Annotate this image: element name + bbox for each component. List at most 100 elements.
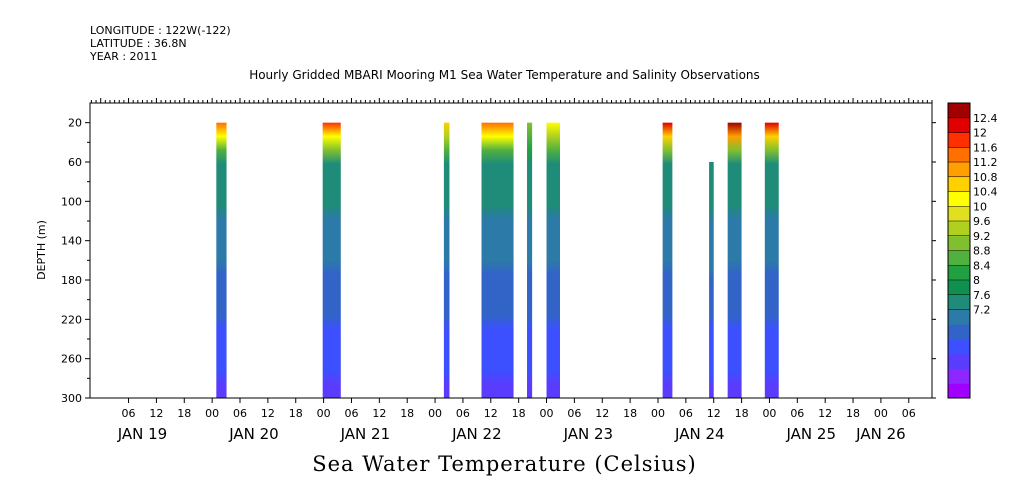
- x-tick-label: 00: [317, 407, 331, 420]
- plot-frame: [89, 102, 933, 399]
- y-tick-label: 60: [68, 156, 82, 169]
- x-tick-label: 00: [428, 407, 442, 420]
- colorbar-label: 7.2: [973, 304, 991, 317]
- y-tick-label: 140: [61, 235, 82, 248]
- x-axis-label: Sea Water Temperature (Celsius): [312, 452, 697, 476]
- y-tick-label: 100: [61, 195, 82, 208]
- longitude-label: LONGITUDE : 122W(-122): [90, 24, 231, 37]
- x-tick-label: 18: [177, 407, 191, 420]
- colorbar-segment: [948, 147, 970, 163]
- x-tick-label: 00: [205, 407, 219, 420]
- data-bars: [216, 122, 779, 399]
- x-tick-label: 12: [595, 407, 609, 420]
- data-bar: [443, 122, 450, 399]
- colorbar-segment: [948, 309, 970, 325]
- chart-title: Hourly Gridded MBARI Mooring M1 Sea Wate…: [249, 68, 760, 82]
- colorbar-segment: [948, 221, 970, 237]
- x-tick-label: 18: [623, 407, 637, 420]
- data-bar: [764, 122, 779, 399]
- latitude-label: LATITUDE : 36.8N: [90, 37, 187, 50]
- colorbar-label: 12.4: [973, 112, 998, 125]
- data-bar: [216, 122, 227, 399]
- x-tick-label: 18: [289, 407, 303, 420]
- colorbar-label: 8.4: [973, 259, 991, 272]
- x-day-label: JAN 24: [674, 425, 725, 443]
- x-tick-label: 06: [902, 407, 916, 420]
- x-day-label: JAN 22: [451, 425, 502, 443]
- colorbar-label: 10.4: [973, 186, 998, 199]
- x-tick-label: 12: [149, 407, 163, 420]
- y-tick-label: 260: [61, 353, 82, 366]
- x-tick-label: 00: [762, 407, 776, 420]
- colorbar-segment: [948, 162, 970, 178]
- colorbar-segment: [948, 294, 970, 310]
- colorbar-segment: [948, 324, 970, 340]
- colorbar-segment: [948, 117, 970, 133]
- x-tick-label: 06: [456, 407, 470, 420]
- x-tick-label: 06: [679, 407, 693, 420]
- x-tick-label: 12: [372, 407, 386, 420]
- x-tick-label: 06: [567, 407, 581, 420]
- x-tick-label: 00: [540, 407, 554, 420]
- colorbar-label: 8.8: [973, 245, 991, 258]
- colorbar-segment: [948, 250, 970, 266]
- colorbar-label: 7.6: [973, 289, 991, 302]
- colorbar-segment: [948, 176, 970, 192]
- data-bar: [727, 122, 742, 399]
- x-tick-label: 00: [651, 407, 665, 420]
- x-tick-label: 18: [735, 407, 749, 420]
- x-tick-label: 18: [400, 407, 414, 420]
- x-day-label: JAN 26: [855, 425, 906, 443]
- colorbar-label: 11.6: [973, 141, 998, 154]
- data-bar: [662, 122, 673, 399]
- x-tick-label: 06: [790, 407, 804, 420]
- x-tick-label: 06: [122, 407, 136, 420]
- colorbar-segment: [948, 339, 970, 355]
- colorbar-label: 10: [973, 200, 987, 213]
- y-tick-label: 180: [61, 274, 82, 287]
- x-tick-label: 12: [818, 407, 832, 420]
- colorbar-segment: [948, 191, 970, 207]
- y-tick-label: 20: [68, 117, 82, 130]
- data-bar: [481, 122, 514, 399]
- y-tick-label: 300: [61, 392, 82, 405]
- colorbar-segment: [948, 368, 970, 384]
- colorbar-segment: [948, 383, 970, 399]
- x-day-label: JAN 21: [340, 425, 391, 443]
- colorbar-label: 11.2: [973, 156, 998, 169]
- colorbar-segment: [948, 206, 970, 222]
- colorbar-segment: [948, 353, 970, 369]
- x-tick-label: 06: [233, 407, 247, 420]
- x-tick-label: 12: [707, 407, 721, 420]
- x-tick-label: 00: [874, 407, 888, 420]
- y-tick-label: 220: [61, 313, 82, 326]
- colorbar-segment: [948, 265, 970, 281]
- data-bar: [322, 122, 341, 399]
- x-day-label: JAN 23: [563, 425, 614, 443]
- colorbar-label: 10.8: [973, 171, 998, 184]
- y-axis-label: DEPTH (m): [35, 220, 48, 280]
- x-tick-label: 12: [261, 407, 275, 420]
- colorbar-label: 12: [973, 127, 987, 140]
- colorbar-segment: [948, 132, 970, 148]
- x-tick-label: 18: [512, 407, 526, 420]
- axes: 20 60 100 140 180 220 260 300 06 12 18 00 06 12 18 00 06…: [61, 98, 936, 443]
- data-bar: [527, 122, 533, 399]
- colorbar-label: 9.6: [973, 215, 991, 228]
- colorbar-label: 8: [973, 274, 980, 287]
- colorbar-segment: [948, 235, 970, 251]
- data-bar: [709, 162, 714, 398]
- colorbar-label: 9.2: [973, 230, 991, 243]
- x-day-label: JAN 25: [785, 425, 836, 443]
- colorbar-segment: [948, 280, 970, 296]
- x-tick-label: 18: [846, 407, 860, 420]
- x-tick-label: 06: [344, 407, 358, 420]
- x-day-label: JAN 20: [228, 425, 279, 443]
- x-day-label: JAN 19: [117, 425, 168, 443]
- x-tick-label: 12: [484, 407, 498, 420]
- colorbar-segment: [948, 103, 970, 119]
- year-label: YEAR : 2011: [90, 50, 158, 63]
- data-bar: [546, 122, 560, 399]
